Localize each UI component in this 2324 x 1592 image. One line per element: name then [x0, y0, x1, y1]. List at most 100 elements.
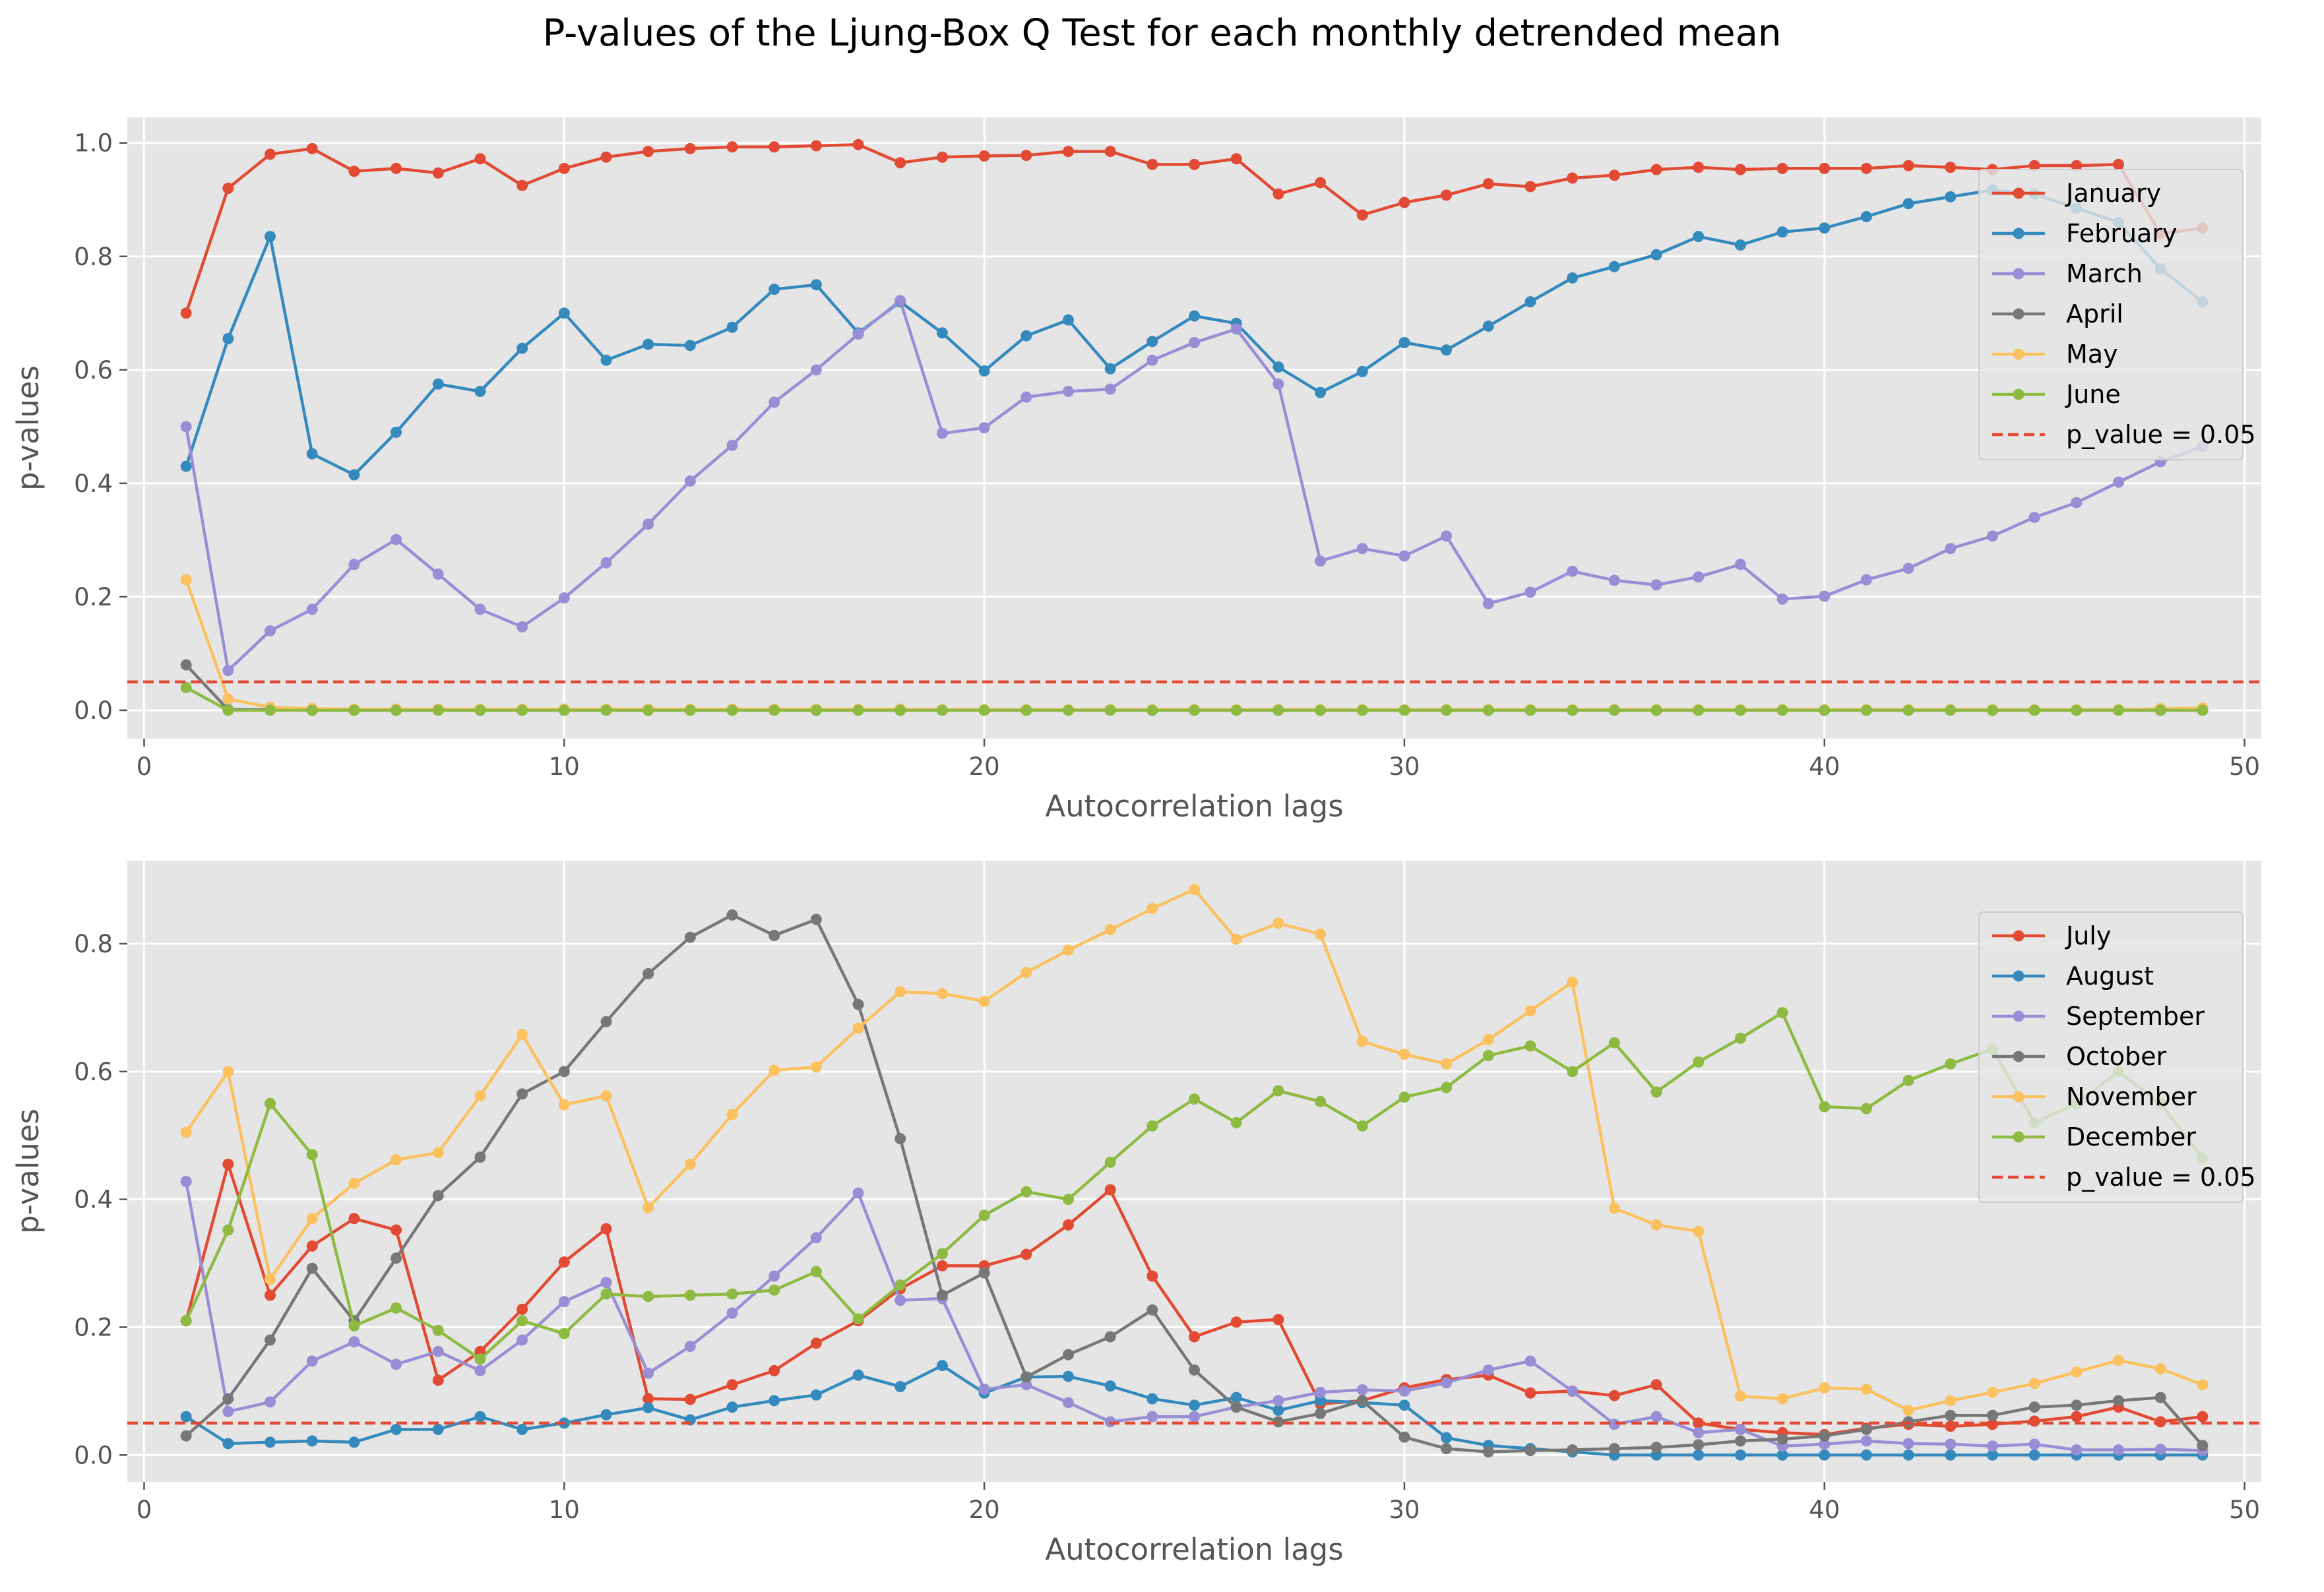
data-point-june [2154, 704, 2166, 716]
data-point-november [1945, 1395, 1957, 1407]
data-point-october [1062, 1349, 1074, 1361]
data-point-august [643, 1402, 654, 1414]
data-point-june [726, 704, 738, 716]
data-point-october [2071, 1399, 2083, 1411]
data-point-november [1189, 884, 1200, 896]
data-point-june [517, 704, 528, 716]
data-point-january [180, 307, 192, 319]
data-point-january [1441, 189, 1453, 201]
data-point-october [1945, 1409, 1957, 1421]
data-point-september [852, 1187, 864, 1199]
data-point-june [1315, 704, 1327, 716]
series-layer [180, 884, 2209, 1461]
data-point-november [1272, 917, 1284, 929]
data-point-march [726, 439, 738, 451]
legend-label: July [2065, 921, 2111, 950]
data-point-july [1524, 1387, 1536, 1399]
data-point-september [1650, 1411, 1662, 1423]
data-point-march [1693, 571, 1705, 583]
data-point-july [810, 1337, 822, 1349]
data-point-july [1104, 1184, 1116, 1196]
legend-label: November [2066, 1082, 2197, 1111]
data-point-june [1945, 704, 1957, 716]
data-point-december [810, 1266, 822, 1277]
data-point-november [726, 1109, 738, 1120]
data-point-june [600, 704, 612, 716]
data-point-december [1776, 1007, 1788, 1019]
data-point-july [1650, 1379, 1662, 1391]
x-tick-label: 10 [549, 752, 580, 781]
data-point-december [1398, 1091, 1410, 1103]
data-point-november [1104, 924, 1116, 936]
data-point-february [1693, 231, 1705, 243]
data-point-december [895, 1279, 906, 1291]
data-point-january [348, 166, 360, 177]
data-point-june [643, 704, 654, 716]
data-point-november [684, 1158, 696, 1170]
panel-1: 0 10 20 30 40 50 0.0 0.2 0.4 0.6 0.8 1.0 Autocorrela… [11, 117, 2261, 824]
data-point-january [1230, 153, 1242, 165]
data-point-february [1356, 365, 1368, 377]
data-point-december [684, 1289, 696, 1301]
legend-marker [2013, 1051, 2025, 1062]
data-point-august [265, 1436, 276, 1448]
data-point-january [1272, 188, 1284, 200]
data-point-september [810, 1232, 822, 1244]
legend-marker [2013, 1091, 2025, 1103]
data-point-september [1567, 1385, 1579, 1397]
data-point-december [1608, 1037, 1620, 1049]
data-point-june [2071, 704, 2083, 716]
data-point-october [1315, 1407, 1327, 1419]
data-point-september [600, 1277, 612, 1289]
data-point-february [517, 342, 528, 354]
data-point-march [769, 396, 780, 408]
data-point-october [2197, 1440, 2209, 1452]
data-point-august [726, 1401, 738, 1413]
data-point-november [895, 986, 906, 998]
data-point-june [1272, 704, 1284, 716]
data-point-august [517, 1424, 528, 1436]
data-point-march [265, 625, 276, 637]
data-point-september [2071, 1444, 2083, 1456]
data-point-january [810, 140, 822, 152]
data-point-january [558, 162, 570, 174]
y-tick-label: 0.8 [74, 930, 113, 958]
data-point-january [1567, 172, 1579, 184]
data-point-march [1650, 579, 1662, 591]
data-point-june [684, 704, 696, 716]
data-point-january [1734, 164, 1746, 175]
data-point-december [1189, 1093, 1200, 1105]
data-point-february [1567, 272, 1579, 284]
y-axis-label: p-values [11, 1109, 46, 1234]
data-point-february [684, 340, 696, 352]
data-point-july [222, 1158, 234, 1170]
data-point-august [391, 1424, 402, 1436]
data-point-october [1441, 1443, 1453, 1455]
data-point-february [600, 354, 612, 366]
data-point-september [978, 1383, 990, 1395]
data-point-august [1104, 1380, 1116, 1392]
data-point-march [978, 422, 990, 434]
data-point-march [2028, 511, 2040, 523]
data-point-march [2112, 476, 2124, 488]
data-point-november [1524, 1005, 1536, 1017]
legend-label: p_value = 0.05 [2066, 420, 2256, 449]
data-point-january [517, 179, 528, 191]
data-point-october [936, 1289, 948, 1301]
data-point-june [558, 704, 570, 716]
data-point-july [474, 1345, 486, 1357]
legend-label: p_value = 0.05 [2066, 1163, 2256, 1192]
data-point-september [1860, 1435, 1872, 1447]
data-point-december [978, 1209, 990, 1221]
data-point-october [222, 1393, 234, 1405]
data-point-august [1776, 1449, 1788, 1461]
x-tick-label: 30 [1389, 1496, 1420, 1524]
data-point-november [1650, 1219, 1662, 1231]
data-point-september [769, 1270, 780, 1282]
x-tick-label: 10 [549, 1496, 580, 1524]
data-point-march [895, 295, 906, 307]
legend-label: September [2066, 1002, 2205, 1031]
data-point-july [1272, 1314, 1284, 1326]
data-point-march [1441, 530, 1453, 542]
y-tick-label: 0.0 [74, 696, 113, 725]
